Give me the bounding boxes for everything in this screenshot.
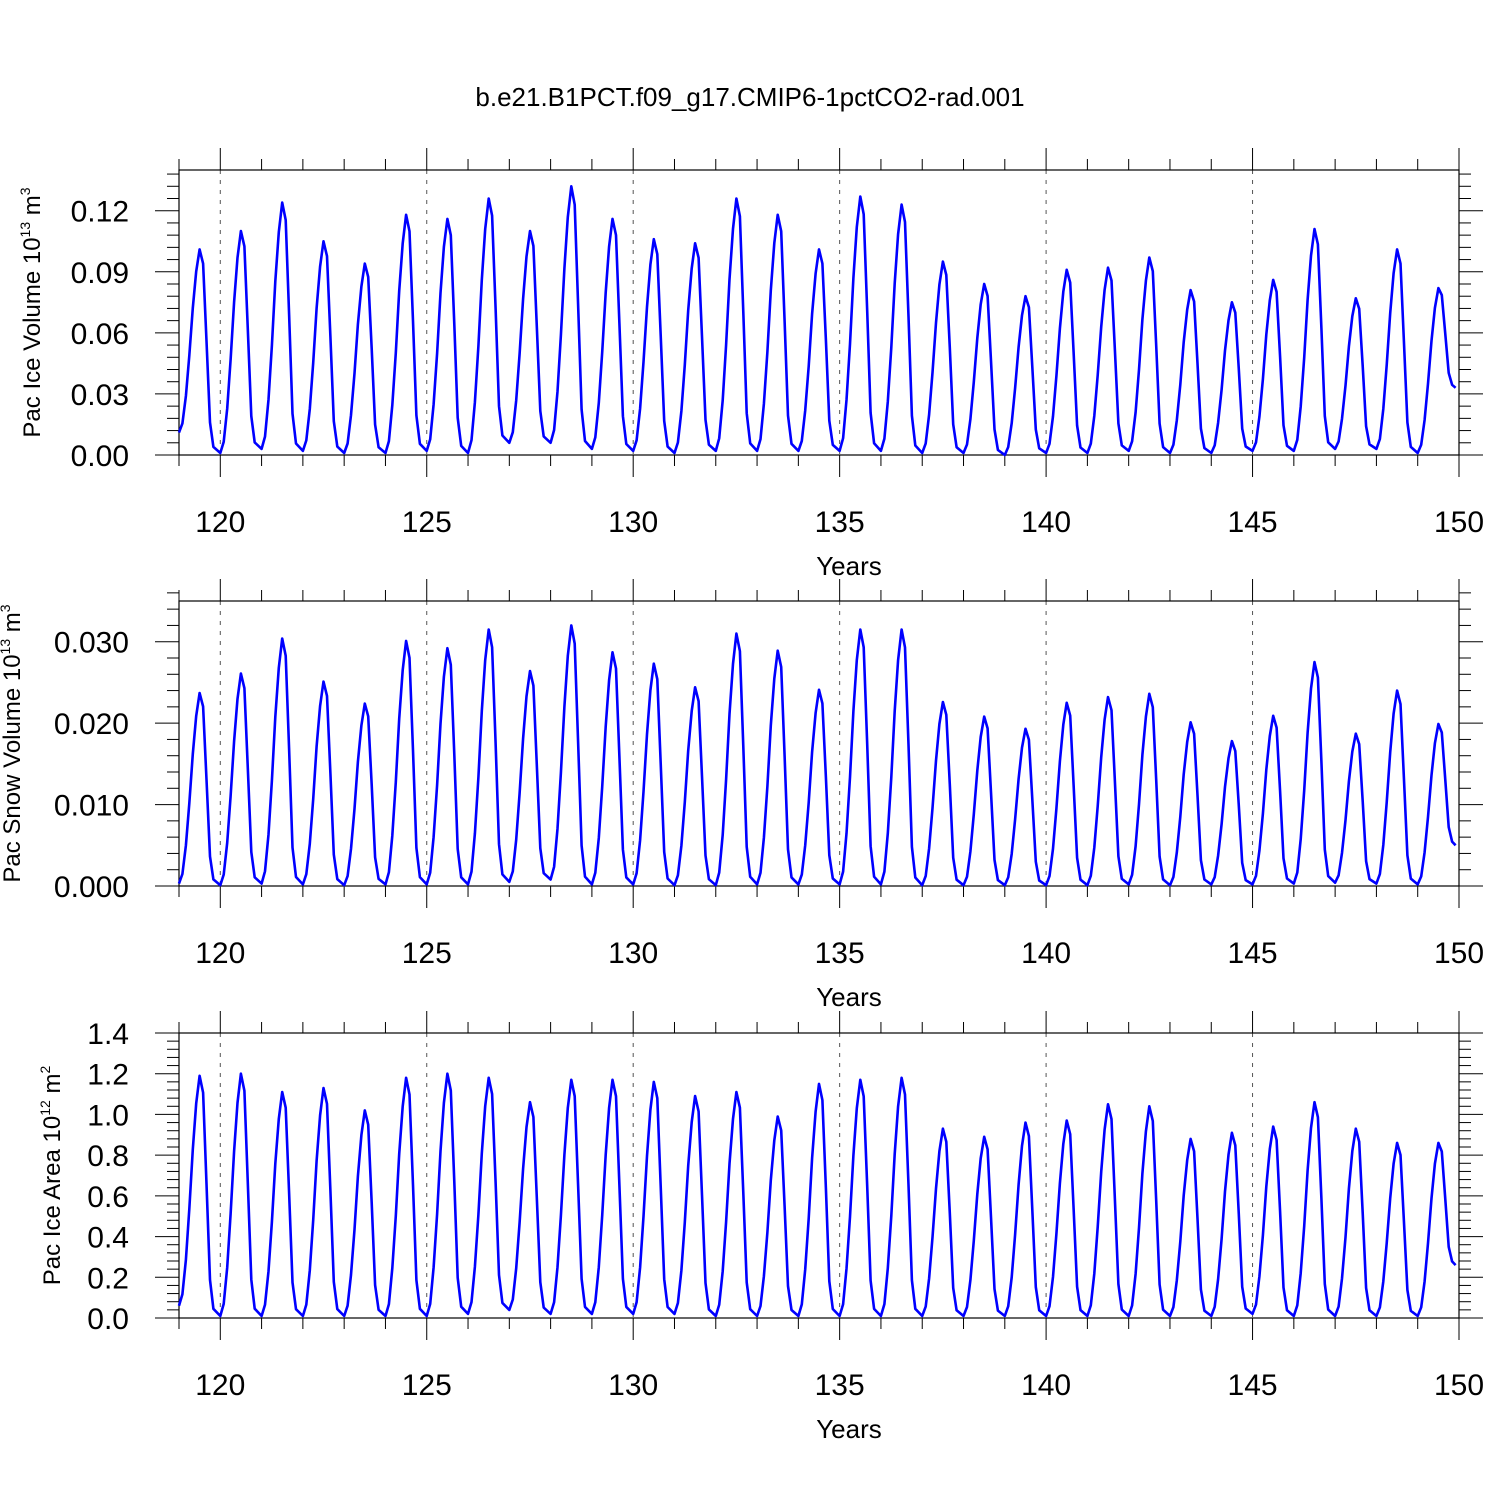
x-tick-label: 145 (1228, 506, 1278, 539)
x-tick-label: 135 (815, 937, 865, 970)
x-axis-title: Years (816, 551, 882, 581)
x-tick-label: 150 (1434, 937, 1484, 970)
y-tick-label: 0.00 (71, 440, 129, 473)
x-tick-label: 140 (1021, 937, 1071, 970)
x-tick-label: 120 (195, 1369, 245, 1402)
y-tick-label: 0.12 (71, 196, 129, 229)
x-axis-title: Years (816, 982, 882, 1012)
series-line-1 (177, 185, 1457, 457)
series-line-1 (177, 624, 1457, 887)
x-tick-label: 130 (608, 937, 658, 970)
x-tick-label: 130 (608, 506, 658, 539)
x-tick-label: 140 (1021, 506, 1071, 539)
chart-panel-1: 0.00 0.03 0.06 0.09 0.12 120 125 130 135 140 145 15… (17, 148, 1484, 581)
x-tick-label: 135 (815, 506, 865, 539)
y-tick-label: 1.0 (87, 1099, 129, 1132)
x-tick-label: 120 (195, 506, 245, 539)
y-tick-label: 0.2 (87, 1262, 129, 1295)
y-tick-label: 0.8 (87, 1140, 129, 1173)
y-tick-label: 0.03 (71, 379, 129, 412)
y-tick-label: 0.020 (54, 708, 129, 741)
y-tick-label: 0.09 (71, 257, 129, 290)
x-tick-label: 140 (1021, 1369, 1071, 1402)
y-axis-title: Pac Ice Volume 1013 m3 (17, 187, 46, 437)
y-tick-label: 0.06 (71, 318, 129, 351)
chart-panel-2: 0.000 0.010 0.020 0.030 120 125 130 135 140 145 15… (0, 579, 1484, 1012)
chart-panel-3: 0.0 0.2 0.4 0.6 0.8 1.0 1.2 1.4 120 125 130 135 140 1… (37, 1011, 1484, 1444)
y-tick-label: 0.010 (54, 790, 129, 823)
plot-frame (178, 600, 1460, 887)
x-tick-label: 150 (1434, 1369, 1484, 1402)
y-tick-label: 0.030 (54, 627, 129, 660)
series-line-1 (177, 1072, 1457, 1318)
y-tick-label: 0.4 (87, 1222, 129, 1255)
x-tick-label: 120 (195, 937, 245, 970)
y-tick-label: 0.0 (87, 1303, 129, 1336)
figure-title: b.e21.B1PCT.f09_g17.CMIP6-1pctCO2-rad.00… (475, 82, 1025, 112)
x-tick-label: 125 (402, 506, 452, 539)
y-tick-label: 1.4 (87, 1018, 129, 1051)
x-tick-label: 145 (1228, 937, 1278, 970)
plot-frame (178, 169, 1460, 456)
x-tick-label: 135 (815, 1369, 865, 1402)
y-tick-label: 1.2 (87, 1059, 129, 1092)
y-tick-label: 0.6 (87, 1181, 129, 1214)
x-axis-title: Years (816, 1414, 882, 1444)
x-tick-label: 125 (402, 1369, 452, 1402)
x-tick-label: 130 (608, 1369, 658, 1402)
plot-frame (178, 1032, 1460, 1319)
x-tick-label: 145 (1228, 1369, 1278, 1402)
y-axis-title: Pac Ice Area 1012 m2 (37, 1066, 66, 1286)
x-tick-label: 150 (1434, 506, 1484, 539)
y-tick-label: 0.000 (54, 871, 129, 904)
x-tick-label: 125 (402, 937, 452, 970)
y-axis-title: Pac Snow Volume 1013 m3 (0, 604, 26, 882)
